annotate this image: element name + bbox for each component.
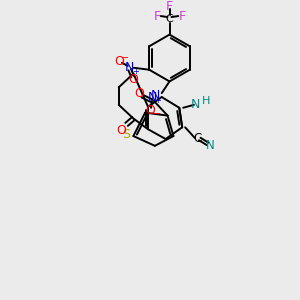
- Text: C: C: [194, 133, 202, 146]
- Text: N: N: [125, 61, 134, 74]
- Text: C: C: [166, 14, 173, 24]
- Text: F: F: [178, 10, 186, 22]
- Text: +: +: [154, 96, 161, 105]
- Text: O: O: [114, 56, 124, 68]
- Text: +: +: [132, 67, 139, 76]
- Text: S: S: [123, 128, 130, 141]
- Text: N: N: [206, 139, 215, 152]
- Text: O: O: [116, 124, 126, 137]
- Text: O: O: [134, 87, 144, 100]
- Text: −: −: [153, 109, 161, 118]
- Text: N: N: [191, 98, 200, 111]
- Text: F: F: [153, 10, 161, 22]
- Text: N: N: [147, 91, 157, 103]
- Text: O: O: [129, 73, 139, 86]
- Text: H: H: [201, 96, 210, 106]
- Text: F: F: [166, 0, 173, 13]
- Text: −: −: [121, 53, 129, 63]
- Text: O: O: [145, 104, 155, 117]
- Text: N: N: [151, 88, 160, 102]
